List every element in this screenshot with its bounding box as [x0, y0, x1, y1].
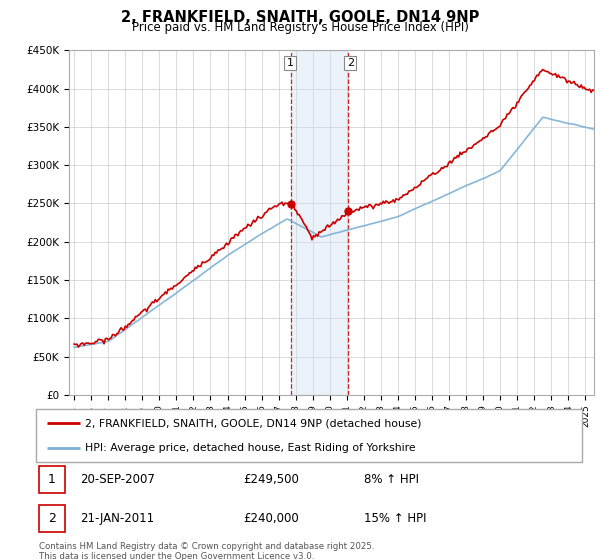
Text: £240,000: £240,000: [244, 512, 299, 525]
Text: 1: 1: [287, 58, 293, 68]
Text: 2: 2: [347, 58, 354, 68]
Bar: [39, 466, 65, 493]
Text: 2, FRANKFIELD, SNAITH, GOOLE, DN14 9NP (detached house): 2, FRANKFIELD, SNAITH, GOOLE, DN14 9NP (…: [85, 418, 422, 428]
Text: £249,500: £249,500: [244, 473, 299, 486]
Text: 2, FRANKFIELD, SNAITH, GOOLE, DN14 9NP: 2, FRANKFIELD, SNAITH, GOOLE, DN14 9NP: [121, 10, 479, 25]
Text: 20-SEP-2007: 20-SEP-2007: [80, 473, 155, 486]
Text: 8% ↑ HPI: 8% ↑ HPI: [364, 473, 419, 486]
Text: Contains HM Land Registry data © Crown copyright and database right 2025.
This d: Contains HM Land Registry data © Crown c…: [39, 542, 374, 560]
Text: 21-JAN-2011: 21-JAN-2011: [80, 512, 154, 525]
Text: Price paid vs. HM Land Registry's House Price Index (HPI): Price paid vs. HM Land Registry's House …: [131, 21, 469, 34]
Text: 1: 1: [48, 473, 56, 486]
Text: 15% ↑ HPI: 15% ↑ HPI: [364, 512, 426, 525]
Text: HPI: Average price, detached house, East Riding of Yorkshire: HPI: Average price, detached house, East…: [85, 442, 416, 452]
Bar: [39, 505, 65, 533]
Bar: [291, 50, 347, 395]
Text: 2: 2: [48, 512, 56, 525]
